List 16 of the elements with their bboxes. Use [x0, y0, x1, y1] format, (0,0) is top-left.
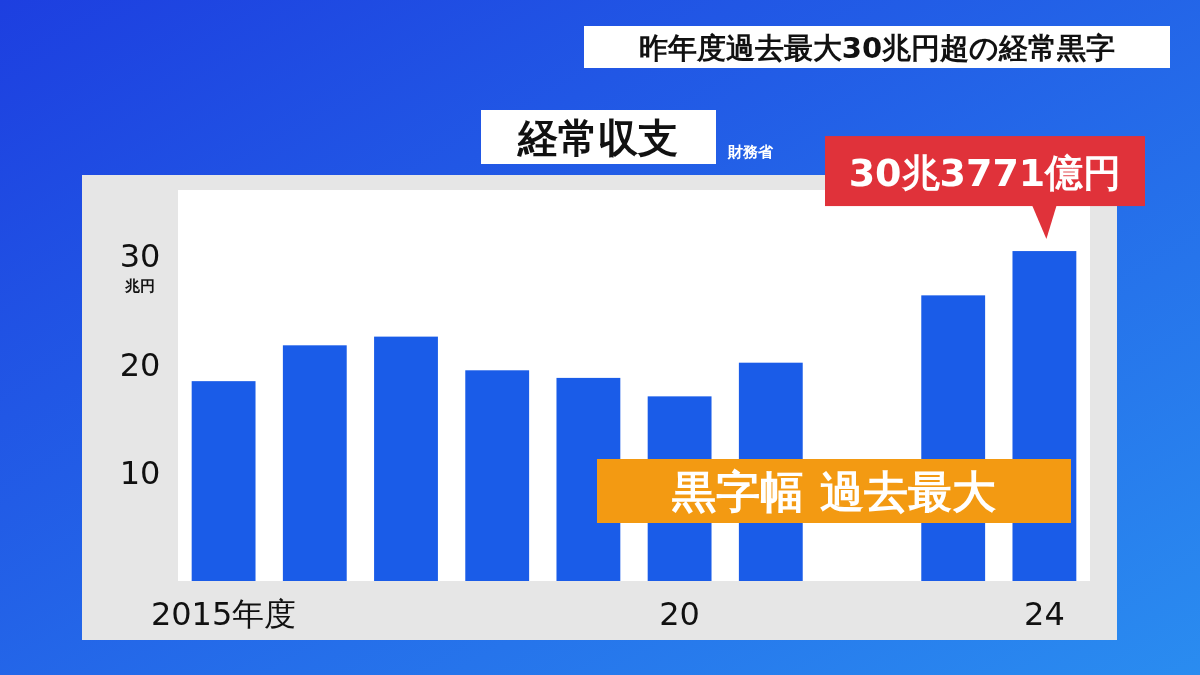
annotation: 30兆3771億円 [848, 151, 1122, 196]
x-tick-label: 20 [659, 595, 700, 633]
bar [374, 336, 438, 581]
bar [465, 370, 530, 581]
x-tick-label: 2015年度 [150, 595, 297, 633]
y-tick-label: 10 [119, 454, 161, 493]
chart-title: 経常収支 [517, 115, 678, 161]
y-tick-label: 30 [119, 237, 161, 276]
bar [191, 381, 256, 581]
annotation: 黒字幅 過去最大 [671, 466, 996, 517]
text: 昨年度過去最大30兆円超の経常黒字 [638, 31, 1116, 65]
y-tick-label: 20 [119, 345, 161, 384]
x-tick-label: 24 [1024, 595, 1065, 633]
y-axis-title: 兆円 [124, 277, 155, 296]
text: 財務省 [727, 143, 774, 161]
bar [282, 345, 347, 581]
